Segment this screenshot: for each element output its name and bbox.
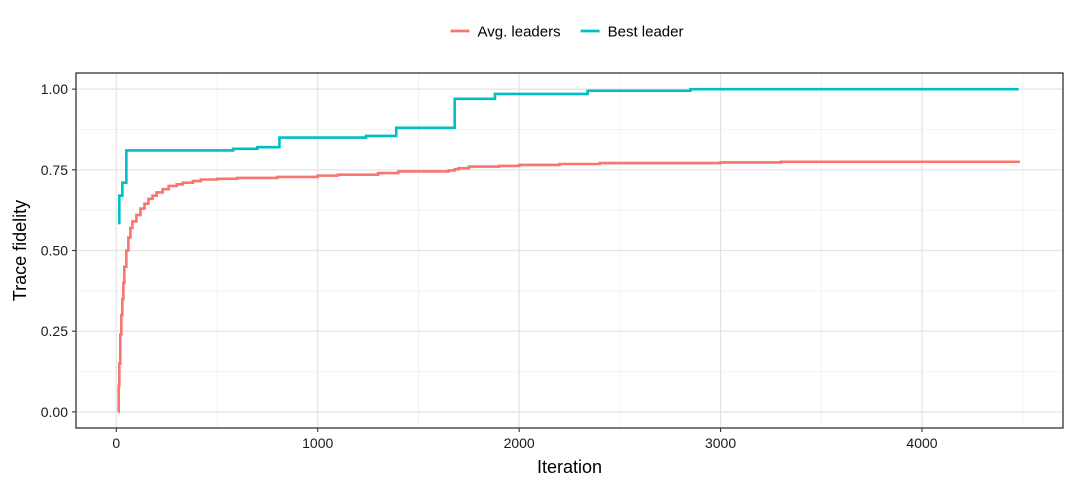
- x-tick-label: 1000: [302, 435, 333, 451]
- y-tick-label: 0.00: [41, 404, 68, 420]
- plot-panel: [76, 73, 1063, 428]
- axes: 0 1000 2000 3000 4000 0.00 0.25 0.50 0.75 1.00 Ite…: [10, 72, 1064, 477]
- series-line-best-leader: [118, 87, 1019, 225]
- x-tick-label: 4000: [906, 435, 937, 451]
- x-axis-title: Iteration: [537, 457, 602, 477]
- y-tick-label: 0.25: [41, 323, 68, 339]
- y-tick-label: 0.50: [41, 243, 68, 259]
- y-tick-label: 0.75: [41, 162, 68, 178]
- series-line-avg-leaders: [117, 160, 1020, 414]
- y-axis-title: Trace fidelity: [10, 200, 30, 301]
- legend-best-leader-label: Best leader: [608, 24, 684, 41]
- x-tick-label: 3000: [705, 435, 736, 451]
- y-tick-label: 1.00: [41, 81, 68, 97]
- x-tick-label: 2000: [504, 435, 535, 451]
- legend-avg-leaders-label: Avg. leaders: [478, 24, 561, 41]
- x-tick-label: 0: [112, 435, 120, 451]
- legend: Avg. leaders Best leader: [450, 24, 684, 41]
